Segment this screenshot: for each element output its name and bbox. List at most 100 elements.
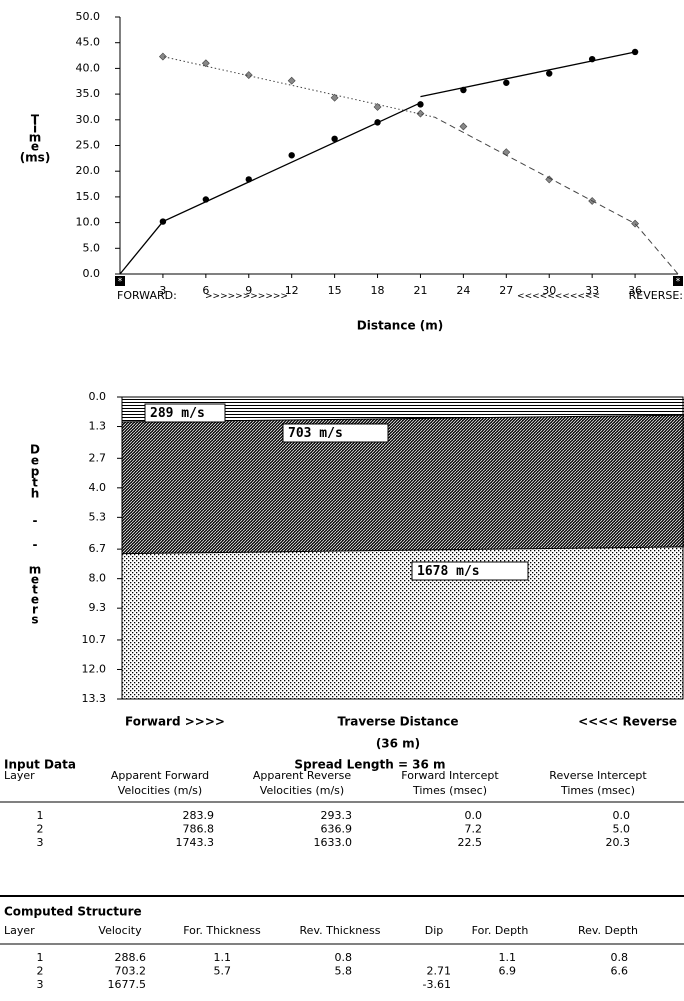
column-header: Rev. Thickness [300, 924, 381, 937]
y-tick-label: 10.7 [82, 633, 107, 646]
column-header: Rev. Depth [578, 924, 638, 937]
y-tick-label: 6.7 [89, 542, 107, 555]
y-tick-label: 12.0 [82, 662, 107, 675]
y-axis-label: D [30, 443, 40, 457]
table-cell: 22.5 [458, 836, 483, 849]
reverse-point [244, 71, 253, 80]
section-frame [121, 396, 684, 700]
forward-arrows: >>>>>>>>>>> [205, 292, 288, 302]
reverse-point [201, 59, 210, 68]
y-axis-label: p [31, 465, 40, 479]
y-tick-label: 4.0 [89, 481, 107, 494]
reverse-label: REVERSE: [629, 289, 683, 302]
table-cell: 2.71 [427, 965, 452, 978]
y-tick-label: 5.0 [83, 241, 101, 254]
x-tick-label: 30 [542, 284, 556, 297]
reverse-point [158, 52, 167, 61]
y-tick-label: 25.0 [76, 139, 101, 152]
y-tick-label: 9.3 [89, 601, 107, 614]
table-cell: 2 [37, 823, 44, 836]
table-cell: 5.8 [335, 965, 353, 978]
forward-label: Forward >>>> [125, 715, 225, 729]
table-cell: 293.3 [321, 809, 353, 822]
column-header: Forward Intercept [401, 769, 499, 782]
column-header: Apparent Forward [111, 769, 209, 782]
column-header: Layer [4, 924, 35, 937]
table-cell: 3 [37, 836, 44, 849]
y-axis-label: e [31, 593, 39, 607]
layer-label: 1678 m/s [417, 564, 480, 579]
x-tick-label: 33 [585, 284, 599, 297]
x-tick-label: 27 [499, 284, 513, 297]
table-title: Computed Structure [4, 905, 142, 919]
table-title: Input Data [4, 758, 76, 772]
y-tick-label: 35.0 [76, 87, 101, 100]
y-tick-label: 0.0 [83, 267, 101, 280]
y-tick-label: 0.0 [89, 390, 107, 403]
table-cell: 703.2 [115, 965, 147, 978]
y-axis-label: - [33, 514, 38, 528]
column-header: Dip [425, 924, 444, 937]
forward-point [546, 70, 553, 77]
column-header: Times (msec) [412, 784, 487, 797]
table-cell: 0.8 [611, 951, 629, 964]
fit-line [162, 56, 435, 118]
layer-label: 289 m/s [150, 406, 205, 421]
x-tick-label: 36 [628, 284, 642, 297]
table-cell: 5.0 [613, 823, 631, 836]
table-cell: 1 [37, 951, 44, 964]
table-cell: 7.2 [465, 823, 483, 836]
x-tick-label: 9 [245, 284, 252, 297]
layer-fill [122, 415, 684, 554]
x-tick-label: 21 [413, 284, 427, 297]
y-tick-label: 50.0 [76, 10, 101, 23]
y-tick-label: 5.3 [89, 510, 107, 523]
forward-point [503, 79, 510, 86]
table-cell: 6.9 [499, 965, 517, 978]
x-tick-label: 3 [159, 284, 166, 297]
y-axis-label: t [32, 583, 38, 597]
column-header: Velocities (m/s) [260, 784, 344, 797]
y-axis-label: h [31, 487, 40, 501]
shot-star: * [118, 277, 123, 287]
column-header: Times (msec) [560, 784, 635, 797]
table-cell: 288.6 [115, 951, 147, 964]
y-axis-label: T [31, 113, 40, 127]
spread-length: Spread Length = 36 m [294, 758, 445, 772]
table-cell: 1633.0 [314, 836, 353, 849]
y-axis-label: e [31, 140, 39, 154]
x-tick-label: 24 [456, 284, 470, 297]
forward-point [288, 152, 295, 159]
reverse-point [287, 76, 296, 85]
table-cell: 3 [37, 978, 44, 991]
layer-label-box [144, 403, 226, 423]
table-cell: 1.1 [214, 951, 232, 964]
table-cell: 20.3 [606, 836, 631, 849]
column-header: For. Depth [472, 924, 529, 937]
table-cell: 283.9 [183, 809, 215, 822]
y-axis-label: m [29, 563, 42, 577]
y-tick-label: 45.0 [76, 36, 101, 49]
y-tick-label: 40.0 [76, 61, 101, 74]
fit-line [434, 116, 679, 275]
y-axis-label: - [33, 538, 38, 552]
y-tick-label: 20.0 [76, 164, 101, 177]
layer-label-box [282, 423, 389, 443]
y-axis-label: s [31, 613, 38, 627]
table-cell: 6.6 [611, 965, 629, 978]
y-tick-label: 15.0 [76, 190, 101, 203]
y-axis-label: t [32, 476, 38, 490]
table-cell: 2 [37, 965, 44, 978]
table-cell: 5.7 [214, 965, 232, 978]
y-axis-label: e [31, 454, 39, 468]
y-tick-label: 13.3 [82, 692, 107, 705]
x-tick-label: 15 [328, 284, 342, 297]
y-axis-label: m [29, 131, 42, 145]
table-cell: 786.8 [183, 823, 215, 836]
layer-fill [122, 397, 684, 422]
column-header: Apparent Reverse [253, 769, 352, 782]
column-header: For. Thickness [183, 924, 261, 937]
shot-star: * [676, 277, 681, 287]
y-axis-label: (ms) [20, 151, 51, 165]
